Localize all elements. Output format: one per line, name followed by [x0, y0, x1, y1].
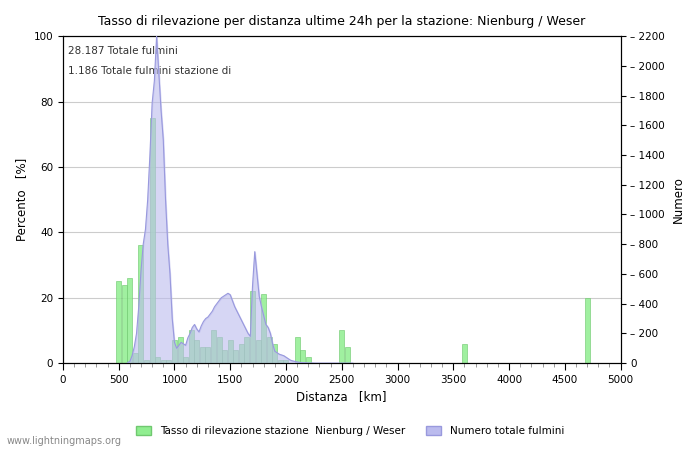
Bar: [340, 330, 344, 363]
Bar: [584, 298, 589, 363]
Bar: [278, 360, 283, 363]
Bar: [216, 337, 222, 363]
Bar: [167, 360, 172, 363]
Bar: [150, 118, 155, 363]
Bar: [295, 337, 300, 363]
Text: 28.187 Totale fulmini: 28.187 Totale fulmini: [69, 46, 178, 56]
Bar: [239, 343, 244, 363]
Bar: [144, 360, 149, 363]
Legend: Tasso di rilevazione stazione  Nienburg / Weser, Numero totale fulmini: Tasso di rilevazione stazione Nienburg /…: [132, 422, 568, 440]
Bar: [155, 356, 160, 363]
Bar: [205, 347, 211, 363]
Bar: [127, 278, 132, 363]
Bar: [345, 347, 350, 363]
Bar: [256, 340, 260, 363]
Y-axis label: Numero: Numero: [672, 176, 685, 223]
Bar: [133, 353, 138, 363]
Bar: [250, 291, 255, 363]
Bar: [306, 356, 311, 363]
Bar: [189, 330, 194, 363]
Bar: [222, 350, 227, 363]
Bar: [139, 245, 143, 363]
Bar: [272, 343, 277, 363]
Bar: [161, 360, 166, 363]
Bar: [178, 337, 183, 363]
Bar: [233, 350, 238, 363]
Bar: [122, 285, 127, 363]
Bar: [261, 294, 266, 363]
Bar: [116, 281, 121, 363]
Bar: [462, 343, 467, 363]
Bar: [199, 347, 205, 363]
Bar: [244, 337, 249, 363]
Bar: [228, 340, 232, 363]
Text: www.lightningmaps.org: www.lightningmaps.org: [7, 436, 122, 446]
X-axis label: Distanza   [km]: Distanza [km]: [297, 391, 387, 404]
Bar: [267, 337, 272, 363]
Y-axis label: Percento   [%]: Percento [%]: [15, 158, 28, 241]
Title: Tasso di rilevazione per distanza ultime 24h per la stazione: Nienburg / Weser: Tasso di rilevazione per distanza ultime…: [98, 15, 585, 28]
Bar: [172, 340, 177, 363]
Text: 1.186 Totale fulmini stazione di: 1.186 Totale fulmini stazione di: [69, 66, 232, 76]
Bar: [211, 330, 216, 363]
Bar: [183, 356, 188, 363]
Bar: [300, 350, 305, 363]
Bar: [284, 360, 288, 363]
Bar: [194, 340, 199, 363]
